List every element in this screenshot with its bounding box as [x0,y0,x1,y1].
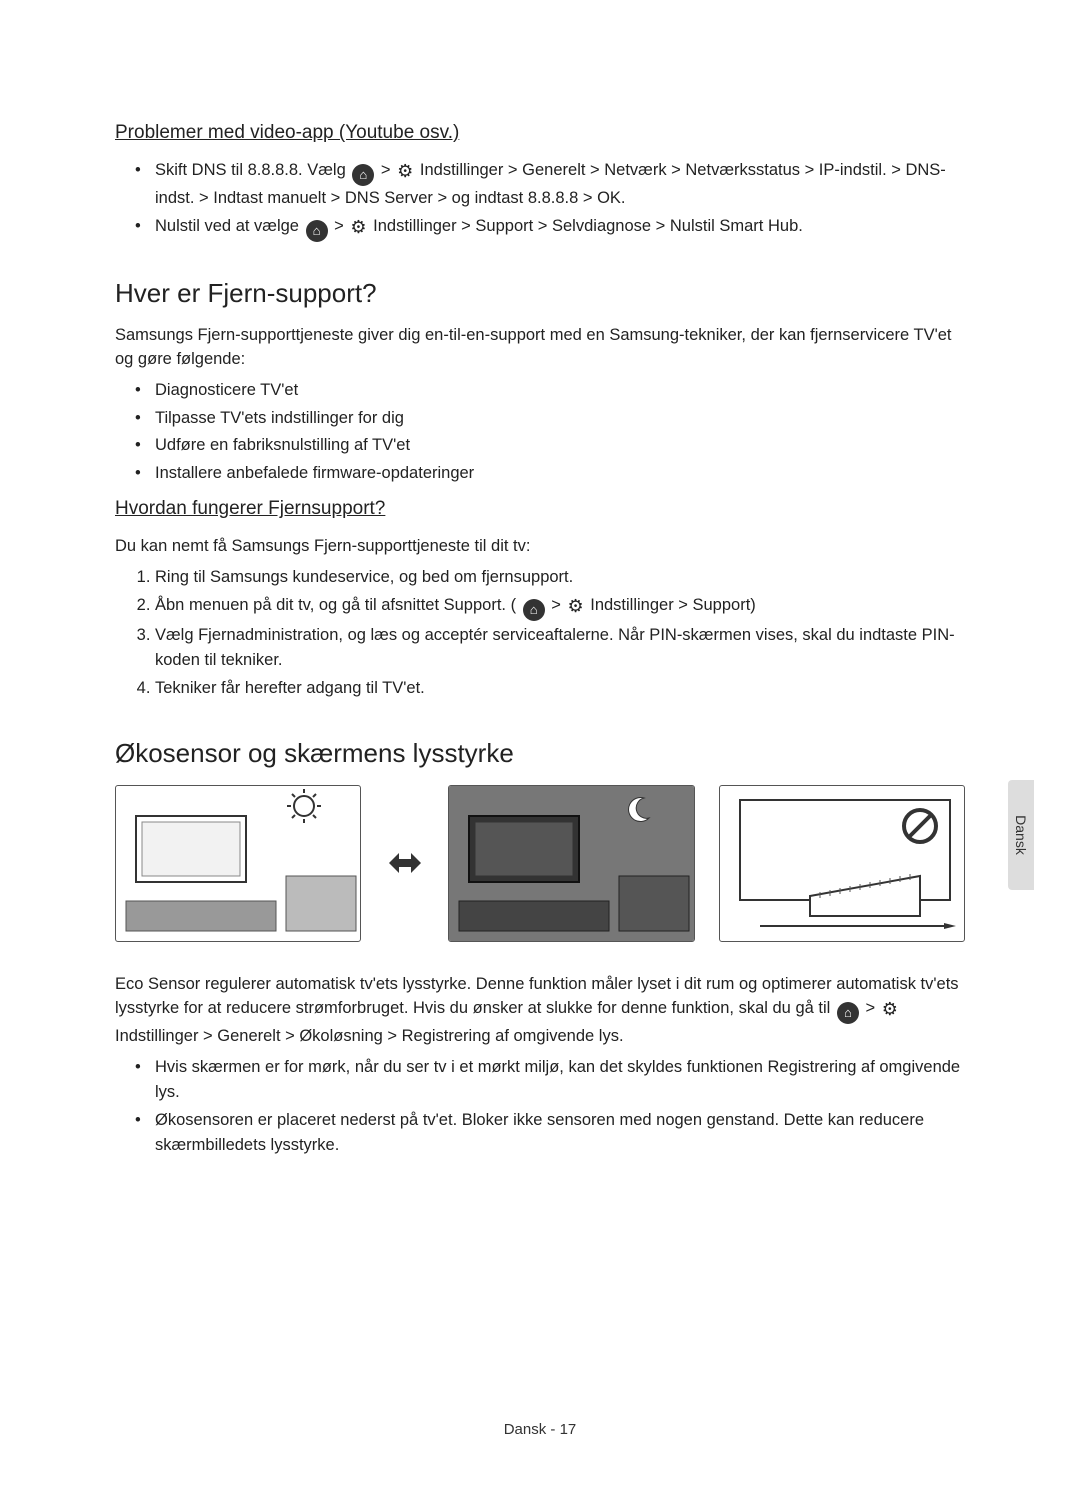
language-tab: Dansk [1008,780,1034,890]
video-app-list: Skift DNS til 8.8.8.8. Vælg ⌂ > ⚙ Indsti… [115,158,965,242]
how-works-heading: Hvordan fungerer Fjernsupport? [115,498,965,520]
list-item: Økosensoren er placeret nederst på tv'et… [141,1108,965,1159]
how-works-steps: Ring til Samsungs kundeservice, og bed o… [115,565,965,701]
figure-block-sensor [719,785,965,942]
list-item: Vælg Fjernadministration, og læs og acce… [155,623,965,674]
fjern-support-intro: Samsungs Fjern-supporttjeneste giver dig… [115,323,965,373]
home-icon: ⌂ [306,220,328,242]
gear-icon: ⚙ [882,996,898,1023]
list-item: Udføre en fabriksnulstilling af TV'et [141,433,965,459]
gear-icon: ⚙ [568,593,584,621]
list-item: Tilpasse TV'ets indstillinger for dig [141,406,965,432]
list-item: Installere anbefalede firmware-opdaterin… [141,461,965,487]
gear-icon: ⚙ [350,214,366,242]
home-icon: ⌂ [837,1002,859,1024]
eco-heading: Økosensor og skærmens lysstyrke [115,738,965,769]
home-icon: ⌂ [523,599,545,621]
eco-figures [115,785,965,942]
double-arrow-icon [385,843,424,883]
video-app-heading: Problemer med video-app (Youtube osv.) [115,122,965,144]
list-item: Åbn menuen på dit tv, og gå til afsnitte… [155,593,965,621]
list-item: Nulstil ved at vælge ⌂ > ⚙ Indstillinger… [141,214,965,242]
list-item: Hvis skærmen er for mørk, når du ser tv … [141,1055,965,1106]
gear-icon: ⚙ [397,158,413,186]
list-item: Diagnosticere TV'et [141,378,965,404]
how-works-intro: Du kan nemt få Samsungs Fjern-supporttje… [115,534,965,559]
page-footer: Dansk - 17 [0,1421,1080,1438]
eco-notes: Hvis skærmen er for mørk, når du ser tv … [115,1055,965,1159]
fjern-support-list: Diagnosticere TV'et Tilpasse TV'ets inds… [115,378,965,486]
eco-paragraph: Eco Sensor regulerer automatisk tv'ets l… [115,972,965,1049]
page-content: Problemer med video-app (Youtube osv.) S… [0,0,1080,1159]
home-icon: ⌂ [352,164,374,186]
fjern-support-heading: Hver er Fjern-support? [115,278,965,309]
list-item: Tekniker får herefter adgang til TV'et. [155,676,965,702]
list-item: Skift DNS til 8.8.8.8. Vælg ⌂ > ⚙ Indsti… [141,158,965,212]
figure-bright-room [115,785,361,942]
figure-dark-room [448,785,694,942]
list-item: Ring til Samsungs kundeservice, og bed o… [155,565,965,591]
